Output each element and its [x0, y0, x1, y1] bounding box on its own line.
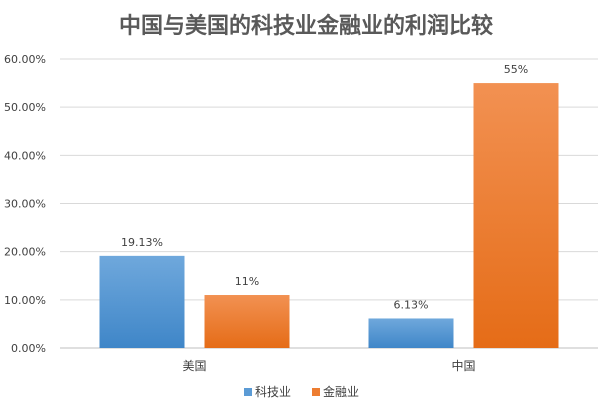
legend-swatch	[312, 388, 320, 396]
y-tick-label: 50.00%	[4, 101, 46, 114]
data-label: 11%	[235, 275, 259, 288]
x-category-label: 美国	[182, 359, 206, 373]
y-tick-label: 20.00%	[4, 246, 46, 259]
data-label: 6.13%	[394, 298, 429, 311]
data-label: 55%	[504, 63, 528, 76]
bar-科技业-美国	[99, 255, 185, 348]
data-label: 19.13%	[121, 236, 163, 249]
y-tick-label: 60.00%	[4, 53, 46, 66]
legend-label: 金融业	[323, 384, 359, 399]
data-labels: 19.13% 11% 6.13% 55%	[121, 63, 528, 311]
legend-swatch	[244, 388, 252, 396]
bar-金融业-中国	[473, 83, 559, 348]
chart-title: 中国与美国的科技业金融业的利润比较	[119, 13, 493, 39]
x-category-label: 中国	[451, 358, 475, 373]
y-tick-label: 30.00%	[4, 198, 46, 211]
y-axis-ticks: 0.00% 10.00% 20.00% 30.00% 40.00% 50.00% 60.00…	[4, 53, 46, 355]
bar-科技业-中国	[368, 318, 454, 348]
y-tick-label: 10.00%	[4, 294, 46, 307]
legend: 科技业 金融业	[244, 384, 359, 399]
bars	[99, 83, 559, 348]
legend-label: 科技业	[255, 385, 291, 399]
y-tick-label: 40.00%	[4, 149, 46, 162]
bar-金融业-美国	[204, 295, 290, 348]
y-tick-label: 0.00%	[11, 342, 46, 355]
x-axis-categories: 美国 中国	[182, 358, 475, 373]
